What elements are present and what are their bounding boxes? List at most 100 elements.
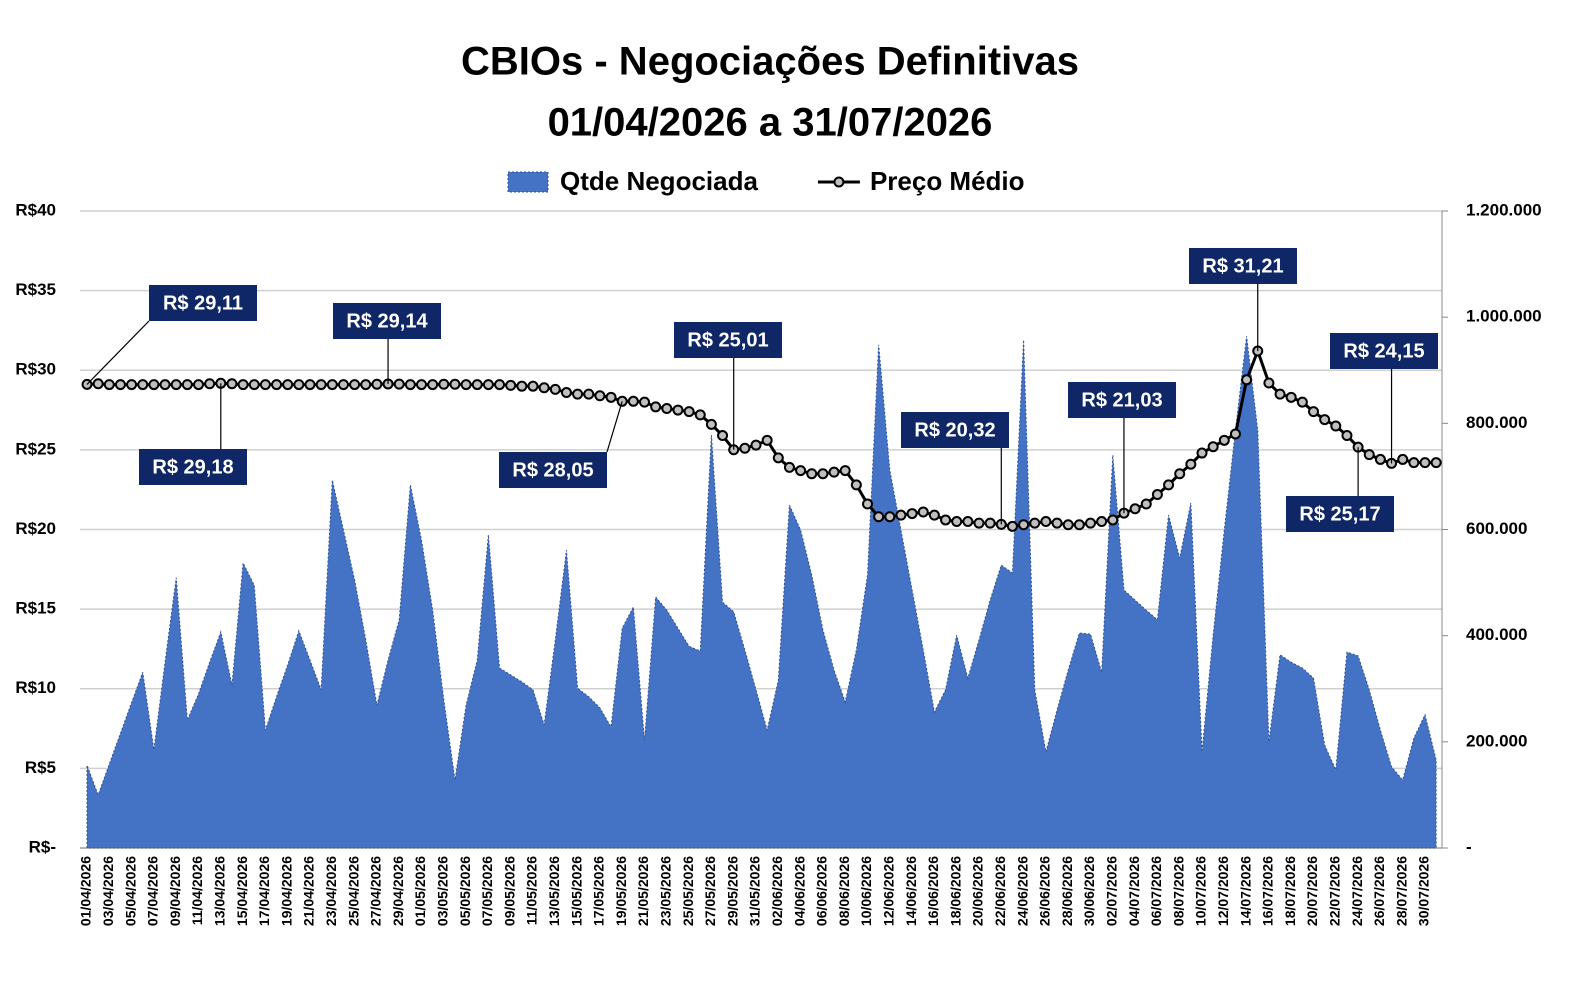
marker <box>672 404 684 416</box>
marker <box>549 383 561 395</box>
marker <box>181 379 193 391</box>
marker <box>494 379 506 391</box>
x-tick-label: 25/04/2026 <box>345 856 361 926</box>
x-tick-label: 14/06/2026 <box>903 856 919 926</box>
marker <box>360 379 372 391</box>
callout-box <box>499 452 607 488</box>
marker <box>1319 414 1331 426</box>
x-tick-label: 13/05/2026 <box>546 856 562 926</box>
marker <box>828 466 840 478</box>
marker <box>627 395 639 407</box>
marker <box>984 517 996 529</box>
x-tick-label: 28/06/2026 <box>1059 856 1075 926</box>
marker <box>1341 430 1353 442</box>
data-label: R$ 20,32 <box>914 419 995 441</box>
marker <box>282 379 294 391</box>
x-tick-label: 30/06/2026 <box>1081 856 1097 926</box>
marker <box>973 517 985 529</box>
legend-swatch-marker <box>833 176 845 188</box>
x-tick-label: 06/07/2026 <box>1148 856 1164 926</box>
marker <box>371 378 383 390</box>
x-tick-label: 03/05/2026 <box>435 856 451 926</box>
marker <box>705 418 717 430</box>
x-tick-label: 07/05/2026 <box>479 856 495 926</box>
x-tick-label: 28/07/2026 <box>1393 856 1409 926</box>
y-tick-label: R$40 <box>15 200 56 219</box>
marker <box>293 379 305 391</box>
data-label: R$ 29,11 <box>163 292 243 314</box>
x-tick-label: 03/04/2026 <box>100 856 116 926</box>
y-tick-label: R$20 <box>15 519 56 538</box>
callout-leader <box>86 320 150 385</box>
legend-swatch <box>507 171 549 193</box>
marker <box>1040 516 1052 528</box>
marker <box>750 439 762 451</box>
legend-label: Qtde Negociada <box>560 166 758 196</box>
x-tick-label: 04/06/2026 <box>791 856 807 926</box>
marker <box>1419 457 1431 469</box>
chart-subtitle: 01/04/2026 a 31/07/2026 <box>548 101 993 145</box>
x-tick-label: 07/04/2026 <box>145 856 161 926</box>
data-label: R$ 21,03 <box>1081 389 1162 411</box>
y-tick-label: R$15 <box>15 599 56 618</box>
marker <box>159 379 171 391</box>
x-tick-label: 12/06/2026 <box>881 856 897 926</box>
x-tick-label: 15/05/2026 <box>568 856 584 926</box>
marker <box>1051 517 1063 529</box>
x-tick-label: 20/06/2026 <box>970 856 986 926</box>
marker <box>895 509 907 521</box>
marker <box>1363 449 1375 461</box>
marker <box>1073 519 1085 531</box>
marker <box>148 379 160 391</box>
x-tick-label: 29/04/2026 <box>390 856 406 926</box>
marker <box>1296 396 1308 408</box>
x-tick-label: 10/06/2026 <box>858 856 874 926</box>
marker <box>739 442 751 454</box>
chart-title: CBIOs - Negociações Definitivas <box>461 40 1079 84</box>
x-tick-label: 08/07/2026 <box>1170 856 1186 926</box>
callout-box <box>1068 382 1176 418</box>
x-tick-label: 12/07/2026 <box>1215 856 1231 926</box>
marker <box>572 388 584 400</box>
x-tick-label: 04/07/2026 <box>1126 856 1142 926</box>
marker <box>1374 453 1386 465</box>
marker <box>594 390 606 402</box>
marker <box>1285 391 1297 403</box>
data-label: R$ 29,14 <box>346 310 428 332</box>
marker <box>337 379 349 391</box>
x-tick-label: 13/04/2026 <box>212 856 228 926</box>
x-tick-label: 26/06/2026 <box>1037 856 1053 926</box>
x-tick-label: 18/07/2026 <box>1282 856 1298 926</box>
marker <box>1241 374 1253 386</box>
y-tick-label: R$30 <box>15 360 56 379</box>
x-tick-label: 19/04/2026 <box>278 856 294 926</box>
x-tick-label: 08/06/2026 <box>836 856 852 926</box>
x-tick-label: 31/05/2026 <box>747 856 763 926</box>
y2-tick-label: 1.200.000 <box>1466 200 1542 219</box>
labels: 01/04/2026 03/04/2026 05/04/2026 07/04/2026… <box>78 166 1438 926</box>
marker <box>237 379 249 391</box>
marker <box>427 379 439 391</box>
y2-tick-label: 600.000 <box>1466 519 1527 538</box>
marker <box>560 387 572 399</box>
x-tick-label: 15/04/2026 <box>234 856 250 926</box>
marker <box>304 379 316 391</box>
marker <box>962 516 974 528</box>
marker <box>449 378 461 390</box>
marker <box>505 379 517 391</box>
callout-box <box>1189 248 1297 284</box>
y-tick-label: R$25 <box>15 439 56 458</box>
x-tick-label: 10/07/2026 <box>1193 856 1209 926</box>
x-tick-label: 02/06/2026 <box>769 856 785 926</box>
x-tick-label: 16/07/2026 <box>1260 856 1276 926</box>
marker <box>103 379 115 391</box>
data-label: R$ 25,01 <box>687 329 768 351</box>
marker <box>315 379 327 391</box>
x-tick-label: 05/04/2026 <box>122 856 138 926</box>
marker <box>583 388 595 400</box>
x-tick-label: 24/06/2026 <box>1014 856 1030 926</box>
callout-leader <box>606 401 623 453</box>
y-tick-label: R$- <box>29 837 56 856</box>
x-tick-label: 09/05/2026 <box>501 856 517 926</box>
